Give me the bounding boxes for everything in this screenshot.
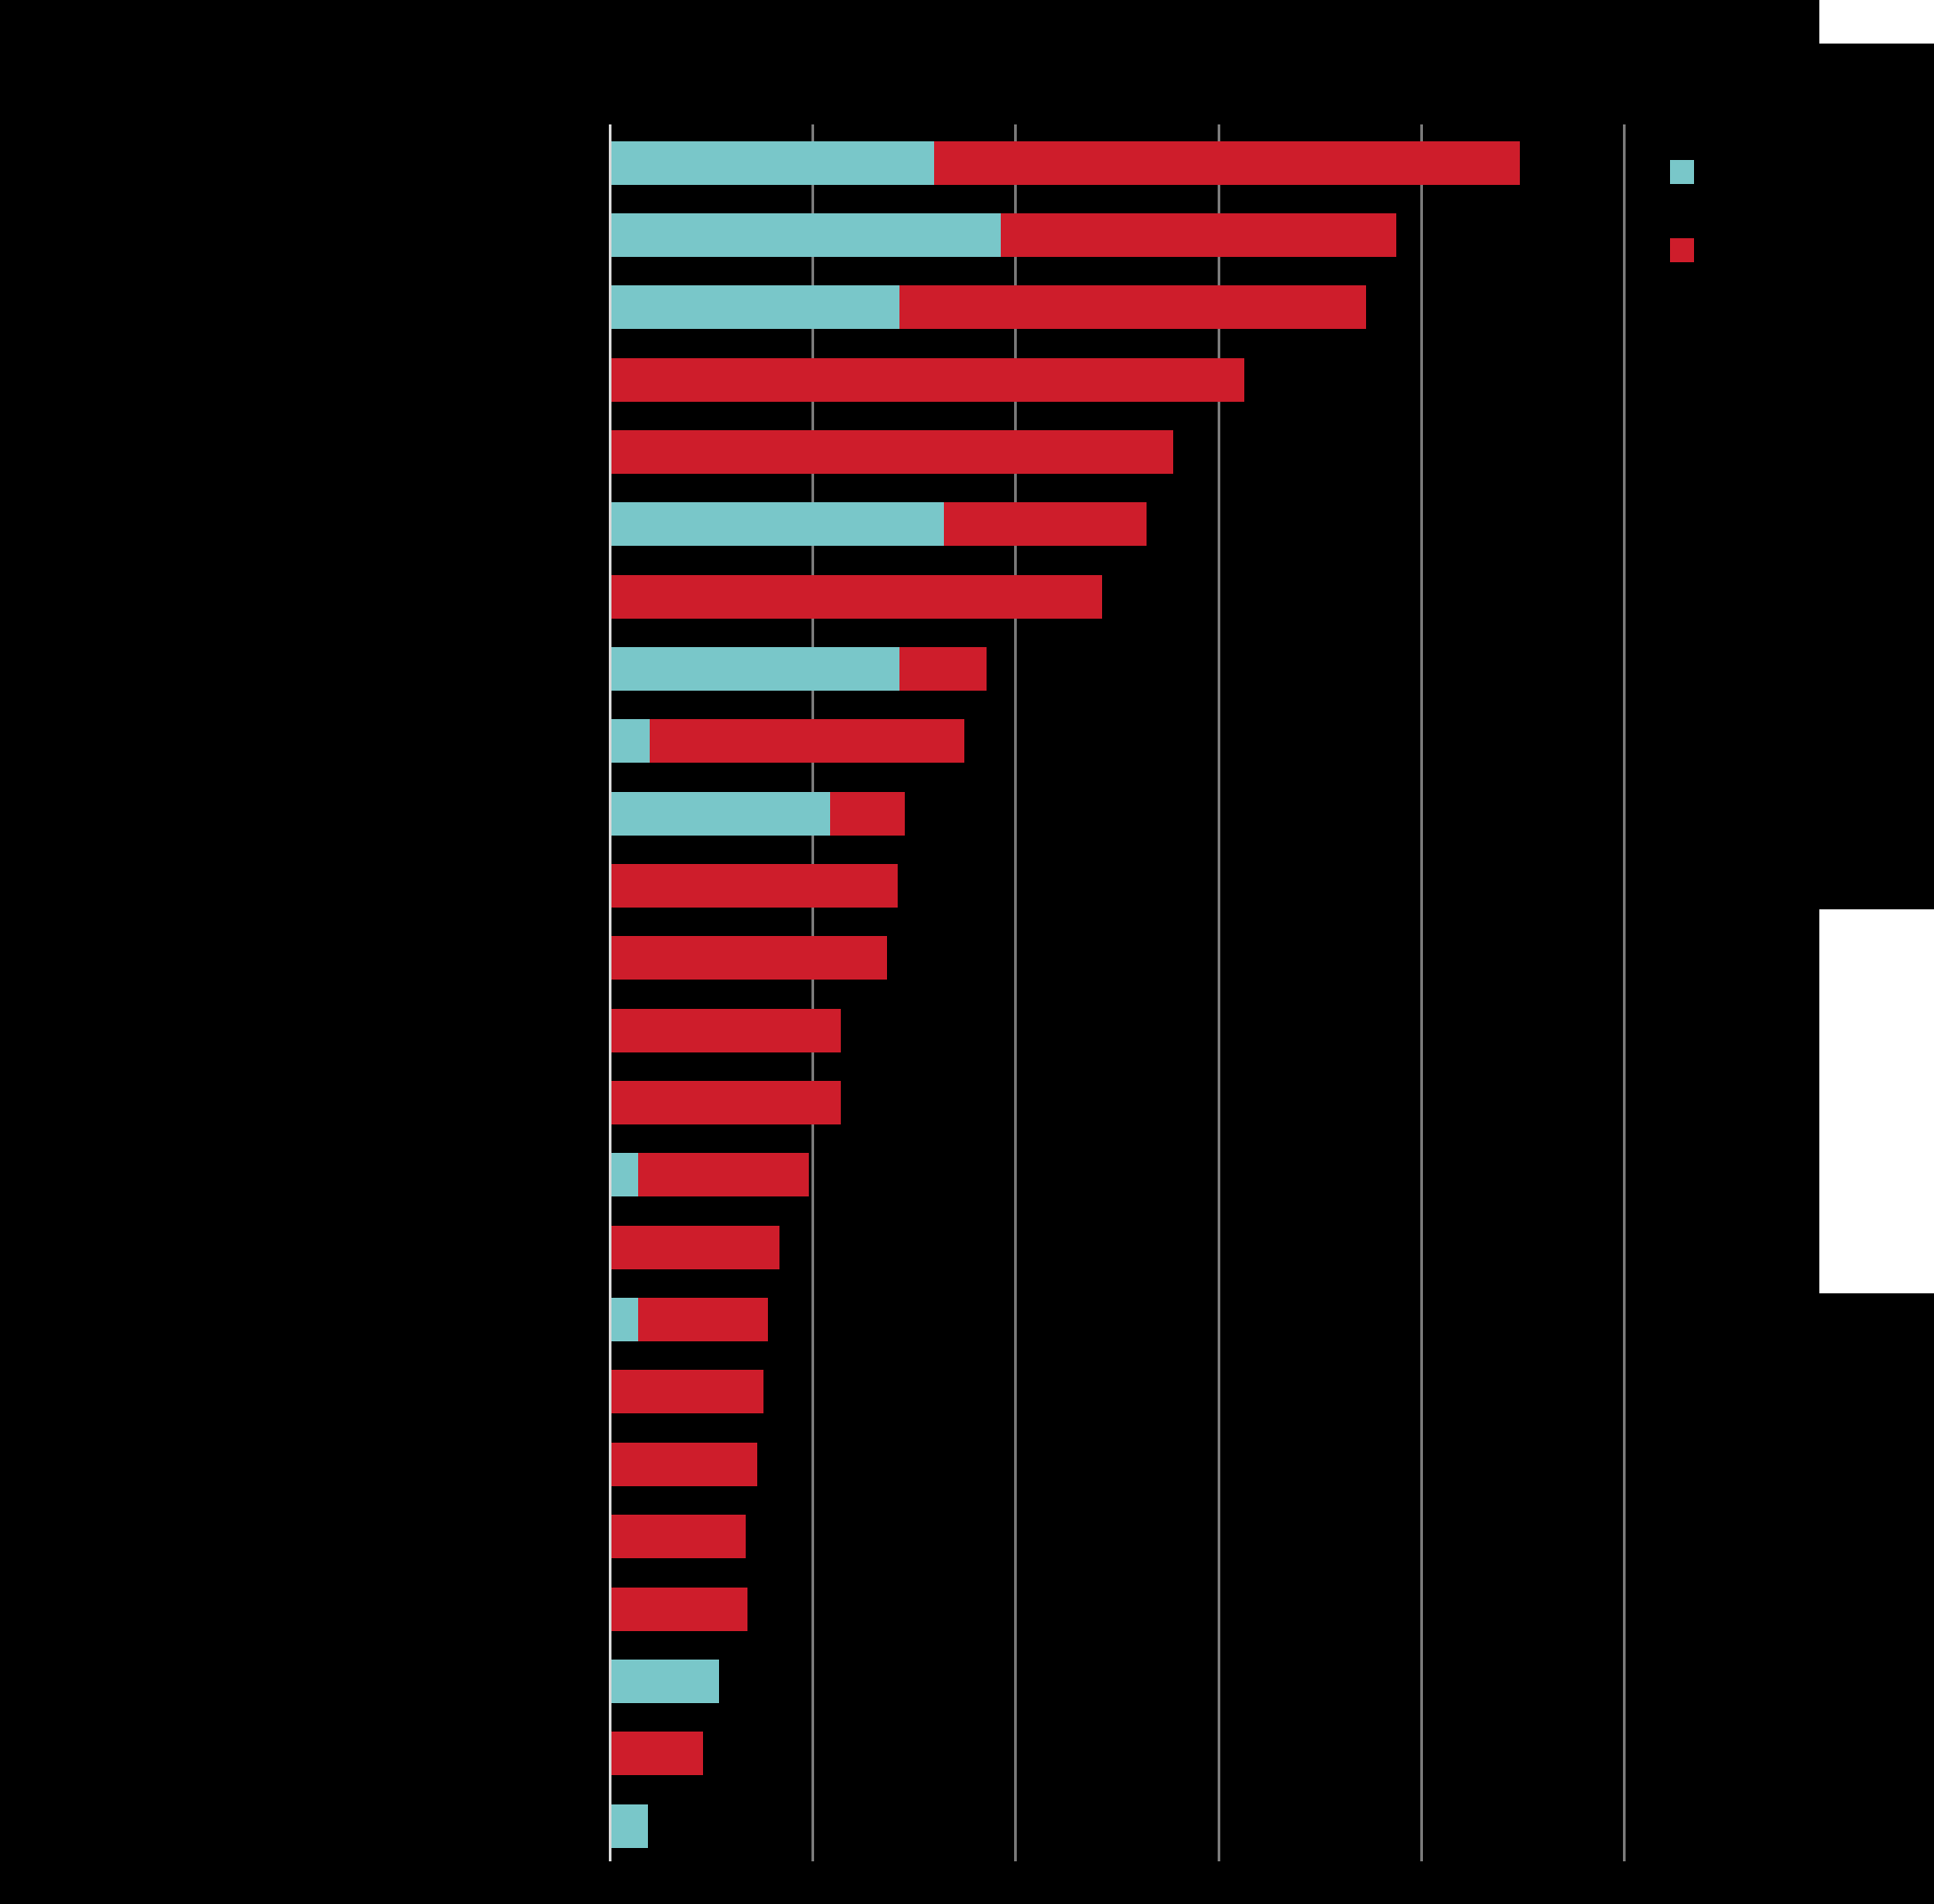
axis-line bbox=[609, 124, 611, 1861]
bar-segment-red bbox=[899, 285, 1366, 329]
legend-swatch-teal bbox=[1670, 160, 1694, 184]
bar-segment-red bbox=[611, 1081, 841, 1124]
bar-segment-red bbox=[611, 575, 1102, 619]
bar-segment-teal bbox=[611, 213, 1001, 257]
bar-segment-teal bbox=[611, 1660, 719, 1703]
bar-segment-red bbox=[899, 647, 987, 691]
right-middle-white-box bbox=[1819, 909, 1934, 1293]
bar-segment-red bbox=[650, 719, 964, 763]
bar-segment-red bbox=[611, 864, 898, 908]
bar-segment-teal bbox=[611, 647, 899, 691]
gridline bbox=[811, 124, 814, 1861]
bar-segment-red bbox=[611, 1226, 779, 1269]
gridline bbox=[1623, 124, 1626, 1861]
bar-segment-red bbox=[1001, 213, 1396, 257]
bar-segment-red bbox=[611, 1370, 763, 1413]
bar-segment-red bbox=[611, 430, 1173, 474]
bar-segment-teal bbox=[611, 1298, 638, 1341]
bar-segment-teal bbox=[611, 1804, 648, 1848]
bar-segment-red bbox=[611, 1443, 757, 1486]
bar-segment-teal bbox=[611, 792, 830, 836]
bar-segment-teal bbox=[611, 719, 650, 763]
bar-segment-red bbox=[611, 358, 1244, 402]
bar-segment-red bbox=[830, 792, 905, 836]
gridline bbox=[1014, 124, 1017, 1861]
top-right-white-strip bbox=[1819, 0, 1934, 44]
bar-segment-red bbox=[611, 1515, 746, 1558]
gridline bbox=[1420, 124, 1423, 1861]
bar-segment-red bbox=[638, 1298, 768, 1341]
bar-segment-red bbox=[934, 141, 1520, 185]
bar-segment-teal bbox=[611, 141, 934, 185]
bar-segment-red bbox=[611, 1588, 747, 1631]
bar-segment-red bbox=[638, 1153, 809, 1196]
bar-segment-red bbox=[611, 936, 887, 980]
bar-segment-red bbox=[944, 502, 1147, 546]
bar-segment-teal bbox=[611, 285, 899, 329]
bar-segment-teal bbox=[611, 1153, 638, 1196]
bar-segment-red bbox=[611, 1009, 841, 1052]
bar-segment-teal bbox=[611, 502, 944, 546]
gridline bbox=[1218, 124, 1220, 1861]
bar-segment-red bbox=[611, 1732, 703, 1775]
legend-swatch-red bbox=[1670, 238, 1694, 262]
